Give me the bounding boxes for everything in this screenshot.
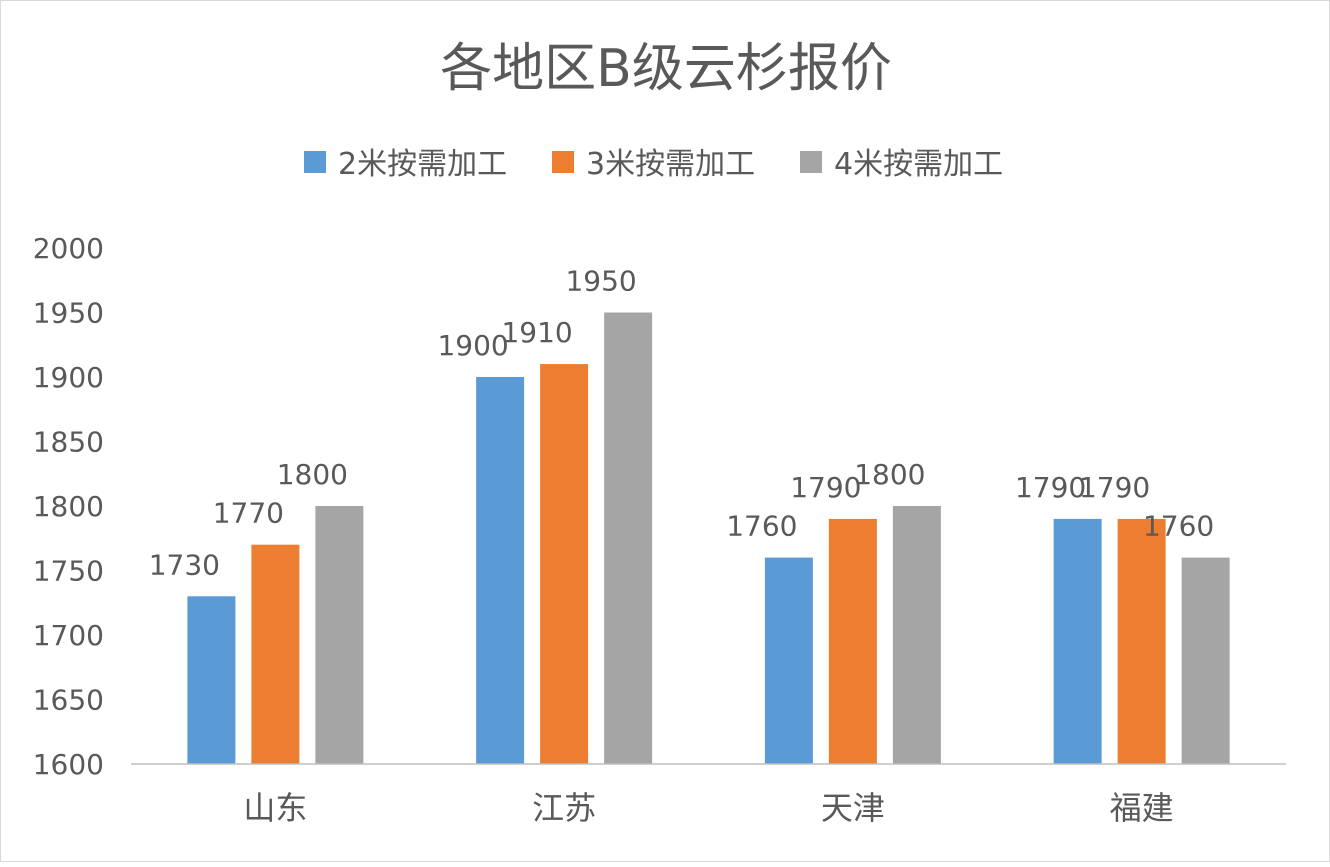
legend-swatch bbox=[552, 151, 574, 173]
legend: 2米按需加工 3米按需加工 4米按需加工 bbox=[304, 147, 1003, 182]
bar bbox=[1117, 518, 1166, 764]
x-tick-label: 天津 bbox=[821, 789, 885, 827]
bar bbox=[892, 506, 941, 764]
legend-label: 4米按需加工 bbox=[834, 147, 1003, 182]
data-label: 1950 bbox=[565, 265, 636, 298]
y-tick-label: 1850 bbox=[33, 426, 104, 459]
y-tick-label: 1950 bbox=[33, 297, 104, 330]
chart-title: 各地区B级云杉报价 bbox=[440, 39, 892, 99]
legend-swatch bbox=[800, 151, 822, 173]
data-label: 1770 bbox=[213, 497, 284, 530]
y-tick-label: 1700 bbox=[33, 619, 104, 652]
bar bbox=[764, 557, 813, 764]
legend-label: 3米按需加工 bbox=[586, 147, 755, 182]
legend-label: 2米按需加工 bbox=[338, 147, 507, 182]
y-axis: 1600 1650 1700 1750 1800 1850 1900 1950 2000 bbox=[33, 232, 104, 781]
y-tick-label: 1900 bbox=[33, 361, 104, 394]
data-label: 1790 bbox=[1015, 471, 1086, 504]
data-label: 1760 bbox=[726, 510, 797, 543]
y-tick-label: 1650 bbox=[33, 684, 104, 717]
x-tick-label: 山东 bbox=[243, 789, 307, 827]
data-label: 1760 bbox=[1143, 510, 1214, 543]
bar bbox=[604, 312, 653, 764]
data-label: 1800 bbox=[854, 458, 925, 491]
y-tick-label: 1750 bbox=[33, 555, 104, 588]
x-axis: 山东 江苏 天津 福建 bbox=[243, 789, 1173, 827]
data-label: 1910 bbox=[501, 316, 572, 349]
data-label: 1800 bbox=[277, 458, 348, 491]
y-tick-label: 1600 bbox=[33, 748, 104, 781]
data-label: 1790 bbox=[1079, 471, 1150, 504]
bar bbox=[251, 544, 300, 764]
bar bbox=[1053, 518, 1102, 764]
bar bbox=[315, 506, 364, 764]
data-label: 1730 bbox=[149, 548, 220, 581]
y-tick-label: 1800 bbox=[33, 490, 104, 523]
data-label: 1790 bbox=[790, 471, 861, 504]
legend-swatch bbox=[304, 151, 326, 173]
bar bbox=[828, 518, 877, 764]
x-tick-label: 福建 bbox=[1110, 789, 1174, 827]
bars bbox=[187, 312, 1230, 764]
bar bbox=[540, 364, 589, 764]
bar bbox=[476, 377, 525, 764]
y-tick-label: 2000 bbox=[33, 232, 104, 265]
bar bbox=[187, 596, 236, 764]
data-label: 1900 bbox=[437, 329, 508, 362]
x-tick-label: 江苏 bbox=[532, 789, 596, 827]
bar bbox=[1181, 557, 1230, 764]
